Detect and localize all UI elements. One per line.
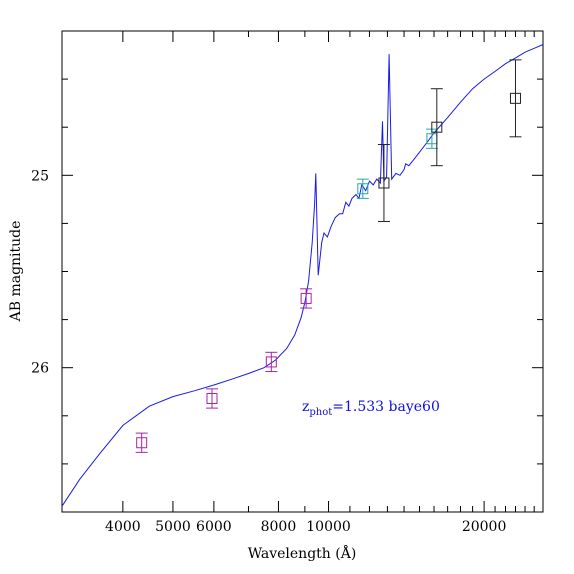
x-tick-label: 20000 xyxy=(462,519,507,535)
y-axis-title: AB magnitude xyxy=(8,221,24,323)
photo-z-annotation: zphot=1.533 baye60 xyxy=(302,399,440,418)
x-tick-label: 5000 xyxy=(155,519,191,535)
x-tick-label: 6000 xyxy=(196,519,232,535)
x-tick-label: 8000 xyxy=(261,519,297,535)
photometry-points xyxy=(135,59,522,453)
y-tick-label: 26 xyxy=(31,361,49,377)
x-tick-label: 4000 xyxy=(105,519,141,535)
data-marker xyxy=(206,392,218,404)
photometry-point xyxy=(509,59,522,138)
photometry-point xyxy=(430,88,443,167)
axis-ticks xyxy=(62,30,544,513)
x-axis-title: Wavelength (Å) xyxy=(248,544,357,562)
axis-tick-labels: 4000 5000 6000 8000 10000 20000 25 26 xyxy=(31,168,506,535)
data-marker xyxy=(378,177,390,189)
photometry-point xyxy=(265,351,278,373)
data-marker xyxy=(265,356,277,368)
x-tick-label: 10000 xyxy=(306,519,351,535)
annotation-subscript: phot xyxy=(309,407,332,418)
data-marker xyxy=(300,292,312,304)
photometry-point xyxy=(300,288,313,309)
data-marker xyxy=(509,92,521,104)
photometry-point xyxy=(205,388,218,409)
photometry-point xyxy=(356,178,369,199)
y-tick-label: 25 xyxy=(31,168,49,184)
data-marker xyxy=(357,183,369,195)
model-sed-line xyxy=(61,44,544,507)
photometry-point xyxy=(135,432,148,453)
annotation-prefix: z xyxy=(302,399,309,415)
photometry-point xyxy=(377,144,390,222)
plot-frame xyxy=(61,30,544,513)
annotation-text: =1.533 baye60 xyxy=(332,399,440,415)
data-marker xyxy=(136,437,148,449)
data-marker xyxy=(431,121,443,133)
